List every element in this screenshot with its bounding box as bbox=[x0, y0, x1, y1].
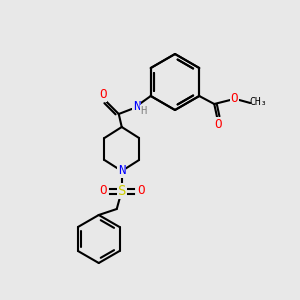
Text: O: O bbox=[99, 184, 106, 197]
Text: S: S bbox=[118, 184, 126, 198]
Text: O: O bbox=[137, 184, 145, 197]
Text: H: H bbox=[141, 106, 147, 116]
Text: N: N bbox=[133, 100, 140, 112]
Text: CH₃: CH₃ bbox=[249, 97, 267, 107]
Text: O: O bbox=[230, 92, 238, 106]
Text: N: N bbox=[118, 164, 125, 178]
Text: O: O bbox=[214, 118, 222, 130]
Text: O: O bbox=[99, 88, 106, 101]
